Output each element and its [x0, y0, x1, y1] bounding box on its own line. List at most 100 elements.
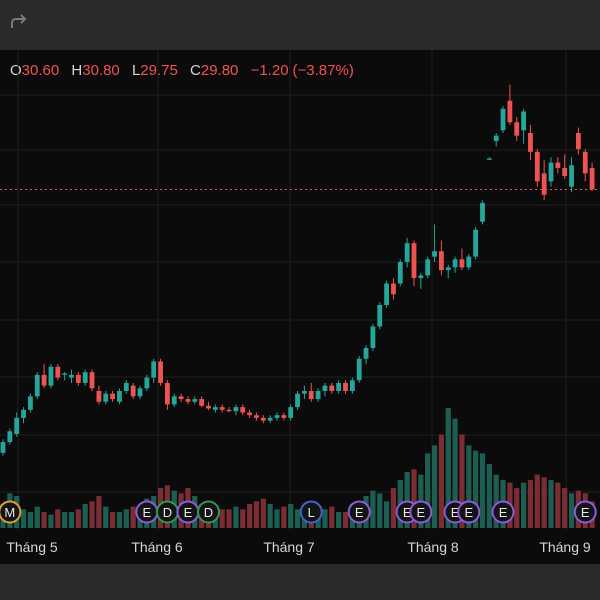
- event-badge[interactable]: D: [155, 500, 179, 524]
- event-badge-label: D: [204, 505, 213, 520]
- volume-bar: [315, 514, 321, 528]
- candle-body: [254, 415, 259, 418]
- chart-panel[interactable]: [0, 50, 600, 564]
- candle-body: [521, 111, 526, 131]
- candle-body: [274, 415, 280, 418]
- top-toolbar: [0, 0, 600, 50]
- candle-body: [233, 407, 239, 412]
- candle-body: [14, 417, 20, 434]
- candle-body: [21, 409, 26, 418]
- volume-bar: [425, 453, 431, 528]
- candle: [199, 396, 205, 408]
- candle: [103, 391, 109, 405]
- volume-bar: [377, 493, 383, 528]
- event-badge[interactable]: E: [409, 500, 433, 524]
- candle: [534, 149, 540, 187]
- volume-bar: [452, 418, 458, 528]
- volume-bar: [384, 501, 390, 528]
- volume-bar: [233, 506, 239, 528]
- candle: [62, 372, 68, 381]
- event-badge[interactable]: E: [347, 500, 371, 524]
- event-badge[interactable]: M: [0, 500, 22, 524]
- candle: [548, 157, 554, 187]
- candle-body: [377, 305, 383, 327]
- volume-bar: [466, 445, 472, 528]
- candle-body: [281, 415, 287, 418]
- candle: [370, 323, 376, 351]
- candle: [329, 382, 335, 394]
- event-badge-label: E: [417, 505, 426, 520]
- event-badge-label: M: [4, 505, 15, 520]
- volume-bar: [370, 490, 376, 528]
- candle: [555, 157, 561, 174]
- volume-bar: [342, 512, 349, 528]
- event-badge[interactable]: E: [491, 500, 515, 524]
- candle: [178, 393, 184, 402]
- event-badge-label: E: [451, 505, 460, 520]
- volume-bar: [486, 464, 492, 528]
- candle: [445, 264, 451, 279]
- candle-body: [466, 256, 472, 268]
- candle-body: [212, 407, 218, 410]
- event-badge[interactable]: E: [573, 500, 597, 524]
- candle: [521, 108, 526, 144]
- candle-body: [418, 275, 424, 279]
- volume-bar: [336, 512, 342, 528]
- x-axis-label: Tháng 8: [407, 539, 459, 555]
- event-badge[interactable]: E: [176, 500, 200, 524]
- candle: [315, 388, 321, 402]
- candle-body: [7, 431, 13, 443]
- candle: [69, 369, 74, 383]
- low-label: L: [131, 62, 141, 79]
- redo-arrow-icon[interactable]: [8, 12, 30, 34]
- candle: [55, 364, 61, 381]
- volume-bar: [438, 434, 444, 528]
- open-value: 30.60: [21, 62, 60, 79]
- candle: [493, 133, 499, 147]
- candle-body: [315, 391, 321, 400]
- volume-bar: [123, 509, 129, 528]
- event-badge[interactable]: D: [197, 500, 220, 524]
- event-badge[interactable]: L: [299, 500, 323, 524]
- candle: [582, 149, 588, 182]
- candle-body: [384, 283, 389, 305]
- candle-body: [219, 407, 225, 410]
- volume-bar: [281, 506, 287, 528]
- event-badge[interactable]: E: [135, 500, 159, 524]
- candle-body: [103, 393, 109, 402]
- candle-body: [569, 165, 574, 187]
- candle: [110, 391, 115, 402]
- candle: [21, 407, 26, 424]
- candle: [117, 388, 122, 405]
- volume-bar: [459, 434, 465, 528]
- candle-body: [514, 122, 520, 136]
- candle: [411, 240, 417, 287]
- candle: [391, 278, 396, 300]
- candle-body: [370, 326, 376, 348]
- volume-bar: [219, 509, 225, 528]
- candle: [185, 396, 191, 405]
- candle-body: [69, 374, 74, 378]
- candle: [137, 385, 143, 400]
- candle: [89, 369, 95, 391]
- candle: [363, 345, 369, 365]
- volume-bar: [103, 506, 109, 528]
- candle-body: [507, 100, 513, 123]
- candle-body: [425, 259, 431, 276]
- candle-body: [185, 399, 191, 402]
- candle-body: [459, 259, 465, 268]
- candle-body: [48, 366, 54, 386]
- candle: [397, 259, 403, 287]
- event-badge[interactable]: E: [457, 500, 481, 524]
- candle-body: [123, 382, 129, 391]
- candle-body: [28, 396, 33, 410]
- volume-bar: [555, 482, 561, 528]
- close-label: C: [190, 62, 201, 79]
- volume-bar: [329, 506, 335, 528]
- volume-bar: [390, 488, 397, 528]
- close-value: 29.80: [200, 62, 239, 79]
- candle-body: [486, 158, 492, 160]
- candle-body: [247, 412, 252, 416]
- candle: [171, 393, 177, 408]
